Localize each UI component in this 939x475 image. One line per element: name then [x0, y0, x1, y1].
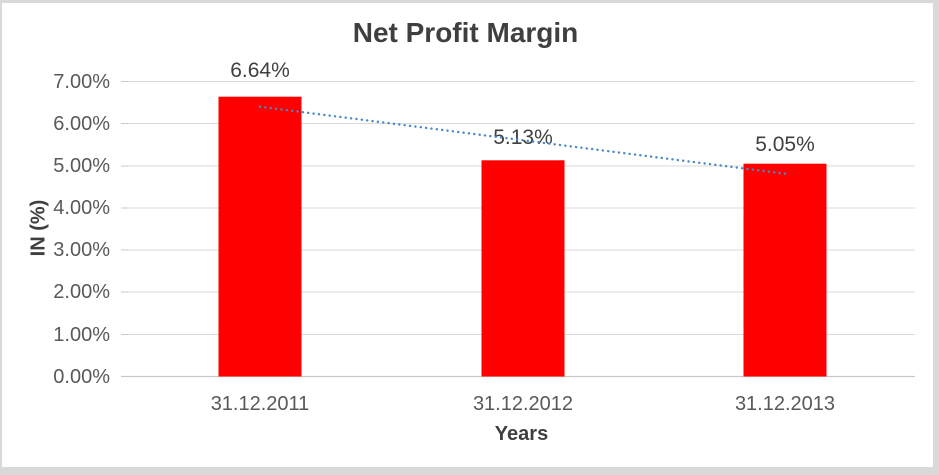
- chart-area: [2, 3, 933, 467]
